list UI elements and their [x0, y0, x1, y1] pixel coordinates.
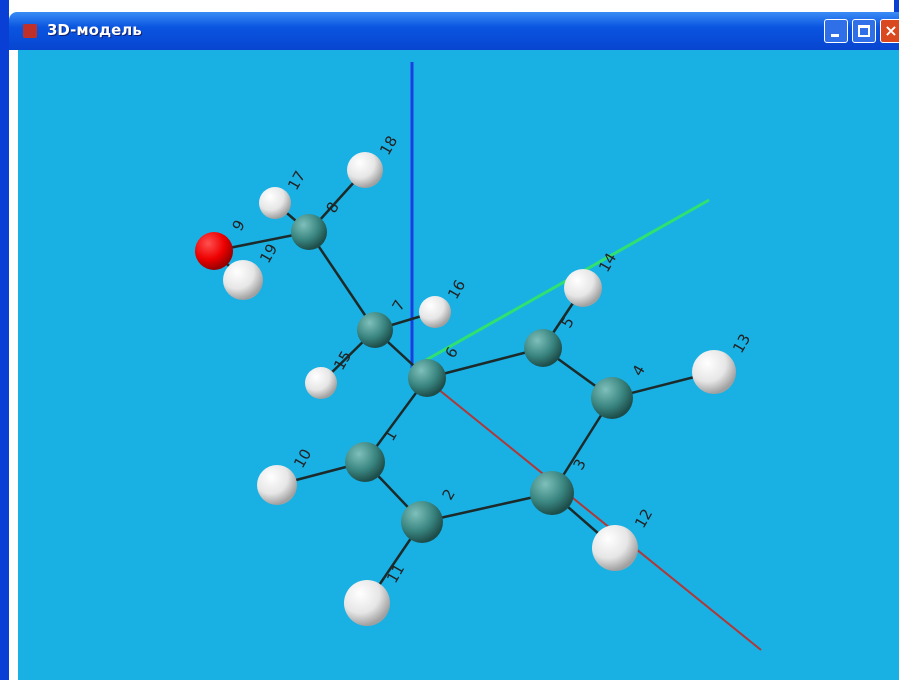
atom [692, 350, 736, 394]
atom [401, 501, 443, 543]
atom [291, 214, 327, 250]
close-button[interactable]: × [880, 19, 899, 43]
bond [307, 231, 377, 331]
x-axis [411, 367, 762, 651]
app-icon [23, 24, 37, 38]
bond [421, 491, 553, 524]
atom [257, 465, 297, 505]
background [18, 50, 899, 680]
atom [591, 377, 633, 419]
atom [530, 471, 574, 515]
atom [592, 525, 638, 571]
atom [408, 359, 446, 397]
atom [347, 152, 383, 188]
atom [564, 269, 602, 307]
maximize-button[interactable] [852, 19, 876, 43]
atom [357, 312, 393, 348]
atom [195, 232, 233, 270]
atom [223, 260, 263, 300]
atom [305, 367, 337, 399]
atom [259, 187, 291, 219]
title-bar [9, 12, 899, 50]
atom [419, 296, 451, 328]
atom [344, 580, 390, 626]
window-title: 3D-модель [47, 21, 142, 39]
atom [345, 442, 385, 482]
atom [524, 329, 562, 367]
bond [426, 346, 544, 380]
y-axis [411, 198, 710, 370]
minimize-button[interactable] [824, 19, 848, 43]
